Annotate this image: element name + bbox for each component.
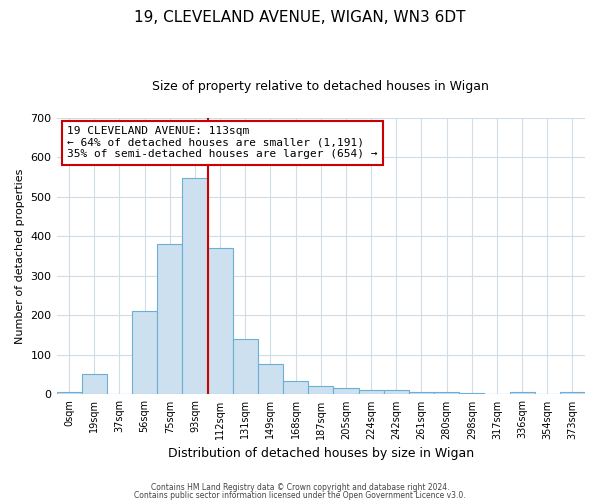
Bar bbox=[308, 386, 334, 394]
Bar bbox=[182, 178, 208, 394]
Text: 19 CLEVELAND AVENUE: 113sqm
← 64% of detached houses are smaller (1,191)
35% of : 19 CLEVELAND AVENUE: 113sqm ← 64% of det… bbox=[67, 126, 377, 160]
Text: 19, CLEVELAND AVENUE, WIGAN, WN3 6DT: 19, CLEVELAND AVENUE, WIGAN, WN3 6DT bbox=[134, 10, 466, 25]
Bar bbox=[208, 248, 233, 394]
Bar bbox=[132, 312, 157, 394]
Bar bbox=[459, 393, 484, 394]
Bar bbox=[233, 339, 258, 394]
Bar bbox=[560, 392, 585, 394]
Bar bbox=[509, 392, 535, 394]
Bar bbox=[82, 374, 107, 394]
Bar bbox=[434, 392, 459, 394]
Y-axis label: Number of detached properties: Number of detached properties bbox=[15, 168, 25, 344]
Bar bbox=[359, 390, 383, 394]
Title: Size of property relative to detached houses in Wigan: Size of property relative to detached ho… bbox=[152, 80, 489, 93]
Text: Contains HM Land Registry data © Crown copyright and database right 2024.: Contains HM Land Registry data © Crown c… bbox=[151, 484, 449, 492]
Bar bbox=[157, 244, 182, 394]
Bar bbox=[334, 388, 359, 394]
Bar bbox=[383, 390, 409, 394]
Bar bbox=[409, 392, 434, 394]
Bar bbox=[56, 392, 82, 394]
Text: Contains public sector information licensed under the Open Government Licence v3: Contains public sector information licen… bbox=[134, 490, 466, 500]
X-axis label: Distribution of detached houses by size in Wigan: Distribution of detached houses by size … bbox=[168, 447, 474, 460]
Bar bbox=[283, 380, 308, 394]
Bar bbox=[258, 364, 283, 394]
